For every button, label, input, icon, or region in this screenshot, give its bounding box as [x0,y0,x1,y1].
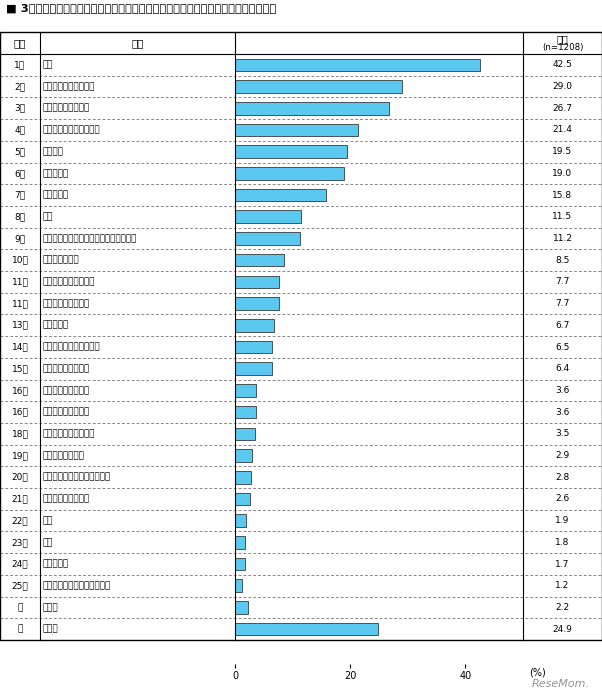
Text: 8.5: 8.5 [555,255,569,264]
Text: 健康・スポーツ: 健康・スポーツ [43,255,79,264]
Text: 2.9: 2.9 [556,451,569,460]
Text: 芸能: 芸能 [43,538,54,547]
Text: 19.0: 19.0 [553,169,573,178]
Text: 9位: 9位 [14,234,25,243]
Text: 15位: 15位 [11,364,28,373]
Text: 11.5: 11.5 [553,212,573,221]
Text: 20位: 20位 [11,473,28,482]
Text: 1.2: 1.2 [556,581,569,590]
Text: 4位: 4位 [14,125,25,134]
Text: 13位: 13位 [11,321,28,330]
Text: メイク・ネイル・エステ: メイク・ネイル・エステ [43,343,101,352]
Text: 自然・環境・バイオ: 自然・環境・バイオ [43,494,90,503]
Text: マスコミ・編集・広告・放送: マスコミ・編集・広告・放送 [43,581,111,590]
Text: ReseMom.: ReseMom. [532,679,590,689]
Text: 2.2: 2.2 [556,603,569,612]
Text: その他: その他 [43,603,59,612]
Text: 福祉関係: 福祉関係 [43,147,64,156]
Text: 6位: 6位 [14,169,25,178]
Text: ゲーム・マルチメディア・コンピュータ: ゲーム・マルチメディア・コンピュータ [43,234,137,243]
Text: 11位: 11位 [11,277,28,286]
Text: (n=1208): (n=1208) [542,44,583,53]
Text: 21位: 21位 [11,494,28,503]
Text: 16位: 16位 [11,386,28,395]
Text: 7位: 7位 [14,190,25,199]
Text: 7.7: 7.7 [555,277,569,286]
Text: 7.7: 7.7 [555,299,569,308]
Text: 19.5: 19.5 [553,147,573,156]
Text: 保育・教育: 保育・教育 [43,169,69,178]
Text: 25位: 25位 [11,581,28,590]
Text: 3.6: 3.6 [555,408,569,417]
Text: 国際・語学: 国際・語学 [43,560,69,569]
Text: 29.0: 29.0 [553,82,573,91]
Text: 22位: 22位 [11,516,28,525]
Text: ファッション・和裁: ファッション・和裁 [43,408,90,417]
Text: 無回答: 無回答 [43,625,59,634]
Text: 18位: 18位 [11,429,28,438]
Text: 1.7: 1.7 [555,560,569,569]
Text: (%): (%) [529,668,546,677]
Text: 順位: 順位 [14,38,26,48]
Text: 1.8: 1.8 [555,538,569,547]
Text: 5位: 5位 [14,147,25,156]
Text: 経済・経営・ビジネス: 経済・経営・ビジネス [43,277,96,286]
Text: 23位: 23位 [11,538,28,547]
Text: 6.7: 6.7 [555,321,569,330]
Text: 21.4: 21.4 [553,125,573,134]
Text: 11.2: 11.2 [553,234,573,243]
Text: 6.4: 6.4 [556,364,569,373]
Text: 公務員・法律・政治: 公務員・法律・政治 [43,104,90,113]
Text: 8位: 8位 [14,212,25,221]
Text: 分野: 分野 [131,38,144,48]
Text: 音楽・イベント関係: 音楽・イベント関係 [43,386,90,395]
Text: 2位: 2位 [14,82,25,91]
Text: ■ 3年後に進学希望率が上昇すると考えられる分野＜専門学校＞（全体／複数回答）: ■ 3年後に進学希望率が上昇すると考えられる分野＜専門学校＞（全体／複数回答） [6,3,276,13]
Text: 15.8: 15.8 [553,190,573,199]
Text: 1.9: 1.9 [555,516,569,525]
Text: 調理・製菒: 調理・製菒 [43,190,69,199]
Text: 24位: 24位 [11,560,28,569]
Text: 看護: 看護 [43,60,54,69]
Text: －: － [17,603,23,612]
Text: 14位: 14位 [11,343,28,352]
Text: デザイン・写真・芸術: デザイン・写真・芸術 [43,429,96,438]
Text: 19位: 19位 [11,451,28,460]
Text: 美容・理容・ヘアメイク: 美容・理容・ヘアメイク [43,125,101,134]
Text: 10位: 10位 [11,255,28,264]
Text: 2.8: 2.8 [556,473,569,482]
Text: －: － [17,625,23,634]
Text: 3位: 3位 [14,104,25,113]
Text: 旅行・観光・ホテル: 旅行・観光・ホテル [43,299,90,308]
Text: 1位: 1位 [14,60,25,69]
Text: 2.6: 2.6 [556,494,569,503]
Text: 3.5: 3.5 [555,429,569,438]
Text: 11位: 11位 [11,299,28,308]
Text: 自動車・航空・宇宙: 自動車・航空・宇宙 [43,364,90,373]
Text: 6.5: 6.5 [555,343,569,352]
Text: 24.9: 24.9 [553,625,573,634]
Text: 栄養: 栄養 [43,212,54,221]
Text: 42.5: 42.5 [553,60,573,69]
Text: 動物・植物: 動物・植物 [43,321,69,330]
Text: 3.6: 3.6 [555,386,569,395]
Text: 全体: 全体 [557,34,568,44]
Text: 16位: 16位 [11,408,28,417]
Text: 医療関係（看護以外）: 医療関係（看護以外） [43,82,96,91]
Text: 建築・土木・インテリア関係: 建築・土木・インテリア関係 [43,473,111,482]
Text: 機械: 機械 [43,516,54,525]
Text: 26.7: 26.7 [553,104,573,113]
Text: 電気・電子・化学: 電気・電子・化学 [43,451,85,460]
